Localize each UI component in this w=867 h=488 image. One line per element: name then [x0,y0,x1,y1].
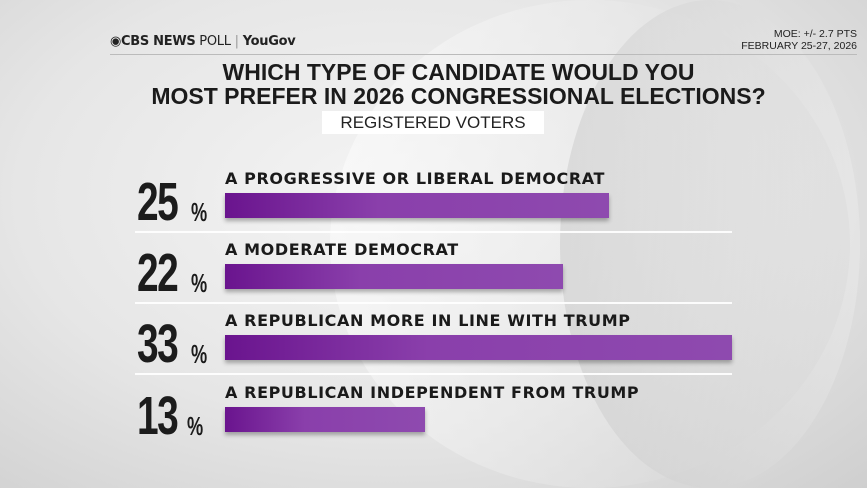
chart-subtitle: REGISTERED VOTERS [322,111,544,134]
cbs-eye-icon: ◉ [110,34,122,49]
bar-row: 33% A REPUBLICAN MORE IN LINE WITH TRUMP [135,311,735,381]
poll-dates: FEBRUARY 25-27, 2026 [741,40,857,52]
margin-of-error: MOE: +/- 2.7 PTS [773,28,857,40]
title-line-1: WHICH TYPE OF CANDIDATE WOULD YOU [222,59,695,85]
bar-row: 13% A REPUBLICAN INDEPENDENT FROM TRUMP [135,383,735,453]
poll-info: MOE: +/- 2.7 PTS FEBRUARY 25-27, 2026 [741,28,857,52]
value-label: 13 [137,386,179,446]
header-divider [110,54,857,55]
value-label: 25 [137,172,179,232]
category-label: A PROGRESSIVE OR LIBERAL DEMOCRAT [225,169,606,188]
percent-sign: % [191,268,208,298]
percent-sign: % [187,411,204,441]
bar [225,335,732,360]
row-divider [135,231,732,233]
percent-sign: % [191,339,208,369]
bar [225,264,563,289]
chart-title: WHICH TYPE OF CANDIDATE WOULD YOU MOST P… [0,60,867,108]
row-divider [135,373,732,375]
category-label: A MODERATE DEMOCRAT [225,240,459,259]
logo-partner: YouGov [242,34,296,49]
value-label: 22 [137,243,179,303]
value-label: 33 [137,314,179,374]
title-line-2: MOST PREFER IN 2026 CONGRESSIONAL ELECTI… [151,83,766,109]
logo-poll: POLL [199,34,231,49]
bar-row: 22% A MODERATE DEMOCRAT [135,240,735,310]
bar-row: 25% A PROGRESSIVE OR LIBERAL DEMOCRAT [135,169,735,239]
category-label: A REPUBLICAN INDEPENDENT FROM TRUMP [225,383,640,402]
row-divider [135,302,732,304]
bar [225,193,610,218]
category-label: A REPUBLICAN MORE IN LINE WITH TRUMP [225,311,631,330]
bar [225,407,425,432]
cbs-yougov-logo: ◉CBS NEWS POLL | YouGov [110,34,296,49]
logo-brand: CBS NEWS [121,34,196,49]
percent-sign: % [191,197,208,227]
